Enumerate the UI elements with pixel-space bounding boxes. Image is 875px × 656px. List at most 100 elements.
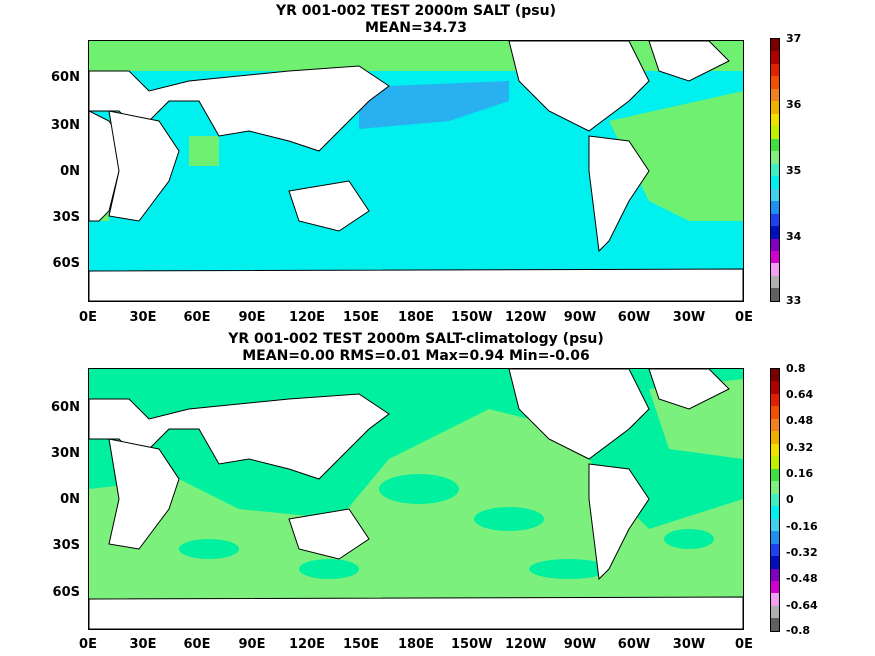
africa-landmass xyxy=(108,438,180,550)
arctic-band xyxy=(89,41,743,71)
colorbar-segment xyxy=(771,201,779,214)
colorbar xyxy=(770,368,780,632)
land-masses xyxy=(88,368,744,630)
colorbar-segment xyxy=(771,263,779,276)
lon-label: 0E xyxy=(735,637,753,652)
north-america-landmass xyxy=(508,368,650,460)
lat-label: 30S xyxy=(52,210,80,225)
lon-label: 0E xyxy=(735,310,753,325)
atlantic-region xyxy=(609,91,743,221)
map-canvas xyxy=(88,40,744,302)
lon-label: 0E xyxy=(79,310,97,325)
lon-label: 150W xyxy=(451,310,493,325)
south-america-landmass xyxy=(588,135,650,253)
panel-title: YR 001-002 TEST 2000m SALT (psu) xyxy=(275,3,557,19)
lon-label: 120W xyxy=(505,310,547,325)
colorbar-segment xyxy=(771,226,779,239)
lat-label: 30S xyxy=(52,538,80,553)
colorbar-segment xyxy=(771,580,779,594)
colorbar-segment xyxy=(771,39,779,52)
lon-label: 150W xyxy=(451,637,493,652)
lon-label: 180E xyxy=(397,310,435,325)
colorbar-label: 37 xyxy=(786,32,802,45)
colorbar-segment xyxy=(771,381,779,394)
colorbar-segment xyxy=(771,101,779,114)
colorbar-label: 0.8 xyxy=(786,362,806,375)
colorbar-segment xyxy=(771,63,779,77)
colorbar-label: 35 xyxy=(786,164,802,177)
colorbar-segment xyxy=(771,518,779,532)
colorbar-label: 36 xyxy=(786,98,802,111)
colorbar-segment xyxy=(771,369,779,382)
colorbar-segment xyxy=(771,456,779,469)
lon-label: 30E xyxy=(129,310,157,325)
antarctica-landmass xyxy=(88,268,744,302)
lon-label: 180E xyxy=(397,637,435,652)
colorbar-label: 0.48 xyxy=(786,414,814,427)
antarctica-landmass xyxy=(88,596,744,630)
colorbar-label: 33 xyxy=(786,294,802,307)
lon-label: 150E xyxy=(342,637,380,652)
lat-label: 60N xyxy=(51,70,80,85)
colorbar-segment xyxy=(771,568,779,581)
colorbar-segment xyxy=(771,76,779,89)
north-america-landmass xyxy=(508,40,650,132)
colorbar-segment xyxy=(771,493,779,507)
colorbar-segment xyxy=(771,88,779,102)
lat-label: 30N xyxy=(51,446,80,461)
lon-label: 90E xyxy=(238,637,266,652)
colorbar-segment xyxy=(771,418,779,432)
lon-label: 120E xyxy=(288,637,326,652)
anomaly-spots xyxy=(179,474,714,579)
colorbar-segment xyxy=(771,188,779,202)
land-masses xyxy=(88,40,744,302)
colorbar-segment xyxy=(771,393,779,407)
colorbar-segment xyxy=(771,176,779,189)
lon-label: 60W xyxy=(617,637,651,652)
colorbar-segment xyxy=(771,593,779,606)
lat-label: 0N xyxy=(60,164,80,179)
panel-subtitle: MEAN=34.73 xyxy=(364,20,468,36)
lon-label: 90W xyxy=(563,637,597,652)
colorbar-label: -0.8 xyxy=(786,624,811,637)
lon-label: 120E xyxy=(288,310,326,325)
map-canvas xyxy=(88,368,744,630)
colorbar-segment xyxy=(771,431,779,444)
salinity-map xyxy=(88,40,744,302)
greenland-landmass xyxy=(648,40,730,82)
colorbar-label: -0.32 xyxy=(786,546,818,559)
lon-label: 0E xyxy=(79,637,97,652)
colorbar-segment xyxy=(771,250,779,264)
lat-label: 0N xyxy=(60,492,80,507)
lon-label: 30W xyxy=(672,310,706,325)
lon-label: 90W xyxy=(563,310,597,325)
lat-label: 30N xyxy=(51,118,80,133)
colorbar-segment xyxy=(771,213,779,227)
colorbar-segment xyxy=(771,288,779,301)
colorbar-segment xyxy=(771,275,779,289)
colorbar-segment xyxy=(771,238,779,251)
lon-label: 30E xyxy=(129,637,157,652)
colorbar-label: 0.32 xyxy=(786,441,814,454)
colorbar-label: 0.64 xyxy=(786,388,814,401)
colorbar-segment xyxy=(771,51,779,64)
australia-landmass xyxy=(288,180,370,232)
colorbar-segment xyxy=(771,126,779,139)
north-pacific-region xyxy=(359,81,509,129)
greenland-landmass xyxy=(648,368,730,410)
panel-subtitle: MEAN=0.00 RMS=0.01 Max=0.94 Min=-0.06 xyxy=(242,348,590,364)
colorbar-segment xyxy=(771,543,779,557)
colorbar-label: -0.48 xyxy=(786,572,818,585)
australia-landmass xyxy=(288,508,370,560)
colorbar-label: -0.16 xyxy=(786,520,818,533)
colorbar-segment xyxy=(771,406,779,419)
colorbar-segment xyxy=(771,138,779,152)
colorbar-label: 0.16 xyxy=(786,467,814,480)
colorbar-segment xyxy=(771,163,779,177)
colorbar-segment xyxy=(771,443,779,457)
colorbar-segment xyxy=(771,605,779,619)
colorbar-label: -0.64 xyxy=(786,599,818,612)
colorbar-segment xyxy=(771,151,779,164)
colorbar-segment xyxy=(771,618,779,631)
colorbar-segment xyxy=(771,481,779,494)
